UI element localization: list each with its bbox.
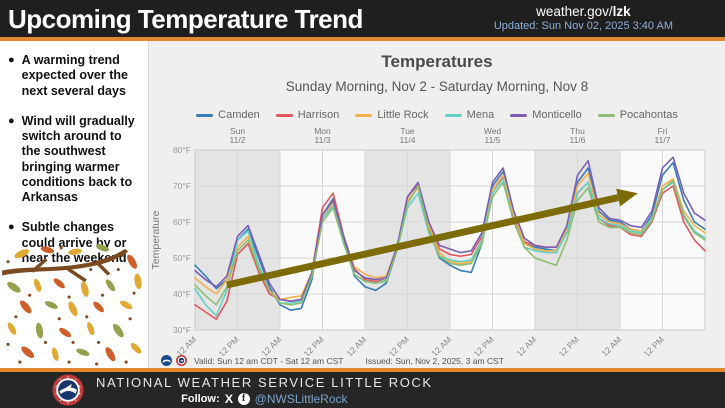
legend-item-camden[interactable]: Camden	[196, 109, 260, 121]
temperature-line-chart: 30°F 40°F 50°F 60°F 70°F 80°F 12 AM 12 PM 12 AM 1…	[149, 124, 725, 361]
legend-label: Camden	[218, 109, 260, 121]
footer-text-block: NATIONAL WEATHER SERVICE LITTLE ROCK Fol…	[96, 375, 433, 406]
legend-item-harrison[interactable]: Harrison	[275, 109, 340, 121]
list-item: ● Wind will gradually switch around to th…	[8, 114, 140, 206]
legend-label: Little Rock	[377, 109, 429, 121]
valid-text: Valid: Sun 12 am CDT - Sat 12 am CST	[194, 355, 344, 366]
key-points-list: ● A warming trend expected over the next …	[0, 41, 148, 266]
sidebar-divider	[148, 41, 149, 368]
svg-text:11/4: 11/4	[400, 135, 416, 145]
legend-item-pocahontas[interactable]: Pocahontas	[597, 109, 678, 121]
svg-text:12 PM: 12 PM	[386, 334, 410, 356]
svg-text:12 AM: 12 AM	[429, 334, 453, 356]
svg-text:12 AM: 12 AM	[344, 334, 368, 356]
svg-text:12 AM: 12 AM	[174, 334, 198, 356]
svg-text:Wed: Wed	[484, 126, 502, 136]
svg-text:70°F: 70°F	[173, 181, 191, 191]
svg-text:Tue: Tue	[400, 126, 415, 136]
top-accent-divider	[0, 37, 725, 41]
nws-icon	[176, 355, 187, 366]
svg-text:60°F: 60°F	[173, 217, 191, 227]
svg-text:12 PM: 12 PM	[556, 334, 580, 356]
header-right: weather.gov/lzk Updated: Sun Nov 02, 202…	[494, 4, 715, 33]
svg-text:11/5: 11/5	[485, 135, 501, 145]
bullet-text: A warming trend expected over the next s…	[21, 53, 128, 98]
updated-timestamp: Updated: Sun Nov 02, 2025 3:40 AM	[493, 20, 673, 32]
legend-item-mena[interactable]: Mena	[444, 109, 495, 121]
legend-swatch	[275, 113, 293, 117]
legend-swatch	[510, 113, 528, 117]
nws-seal-icon	[52, 374, 84, 406]
autumn-leaves-illustration	[0, 240, 148, 368]
chart-subtitle: Sunday Morning, Nov 2 - Saturday Morning…	[285, 79, 589, 94]
legend-item-monticello[interactable]: Monticello	[510, 109, 582, 121]
svg-text:50°F: 50°F	[173, 253, 191, 263]
social-handle-link[interactable]: @NWSLittleRock	[254, 391, 348, 406]
svg-text:Temperature: Temperature	[150, 210, 162, 269]
svg-text:Sun: Sun	[230, 126, 245, 136]
svg-text:12 AM: 12 AM	[259, 334, 283, 356]
svg-text:40°F: 40°F	[173, 289, 191, 299]
svg-text:11/6: 11/6	[570, 135, 586, 145]
legend-label: Mena	[466, 109, 495, 121]
svg-text:11/2: 11/2	[230, 135, 246, 145]
x-social-icon[interactable]: X	[224, 391, 233, 406]
svg-text:Mon: Mon	[314, 126, 331, 136]
svg-text:12 AM: 12 AM	[599, 334, 623, 356]
svg-text:80°F: 80°F	[173, 145, 191, 155]
svg-text:30°F: 30°F	[173, 325, 191, 335]
svg-text:12 AM: 12 AM	[514, 334, 538, 356]
footer-org-name: NATIONAL WEATHER SERVICE LITTLE ROCK	[96, 374, 433, 390]
website-link-office: lzk	[612, 3, 631, 19]
svg-text:12 PM: 12 PM	[471, 334, 495, 356]
svg-text:12 PM: 12 PM	[216, 334, 240, 356]
legend-swatch	[355, 113, 373, 117]
legend-item-little-rock[interactable]: Little Rock	[355, 109, 429, 121]
svg-text:12 PM: 12 PM	[641, 334, 665, 356]
website-link-prefix: weather.gov/	[536, 3, 613, 19]
chart-legend: Camden Harrison Little Rock Mena Monticello P…	[149, 108, 725, 122]
bullet-icon: ●	[8, 221, 15, 234]
legend-label: Harrison	[297, 109, 340, 121]
bullet-text: Wind will gradually switch around to the…	[21, 113, 135, 204]
chart-panel: Temperatures Sunday Morning, Nov 2 - Sat…	[149, 41, 725, 368]
legend-swatch	[597, 113, 615, 117]
bullet-icon: ●	[8, 54, 15, 66]
validity-row: Valid: Sun 12 am CDT - Sat 12 am CST Iss…	[149, 355, 725, 366]
bullet-icon: ●	[8, 114, 15, 127]
follow-label: Follow:	[181, 392, 220, 405]
list-item: ● A warming trend expected over the next …	[8, 53, 140, 99]
svg-text:Thu: Thu	[570, 126, 585, 136]
legend-label: Pocahontas	[619, 109, 678, 121]
chart-title: Temperatures	[381, 52, 493, 71]
svg-text:11/3: 11/3	[315, 135, 331, 145]
footer: NATIONAL WEATHER SERVICE LITTLE ROCK Fol…	[0, 372, 725, 408]
svg-text:12 PM: 12 PM	[301, 334, 325, 356]
page-title: Upcoming Temperature Trend	[8, 3, 363, 34]
facebook-icon[interactable]: f	[237, 392, 250, 405]
legend-swatch	[196, 113, 214, 117]
sidebar: ● A warming trend expected over the next …	[0, 41, 148, 368]
issued-text: Issued: Sun, Nov 2, 2025, 3 am CST	[365, 355, 504, 366]
bottom-accent-divider	[0, 368, 725, 372]
legend-swatch	[444, 113, 462, 117]
legend-label: Monticello	[532, 109, 582, 121]
header: Upcoming Temperature Trend weather.gov/l…	[0, 0, 725, 37]
svg-text:Fri: Fri	[658, 126, 668, 136]
follow-row: Follow: X f @NWSLittleRock	[96, 392, 433, 406]
website-link[interactable]: weather.gov/lzk	[494, 4, 673, 20]
svg-text:11/7: 11/7	[655, 135, 671, 145]
noaa-icon	[161, 355, 172, 366]
